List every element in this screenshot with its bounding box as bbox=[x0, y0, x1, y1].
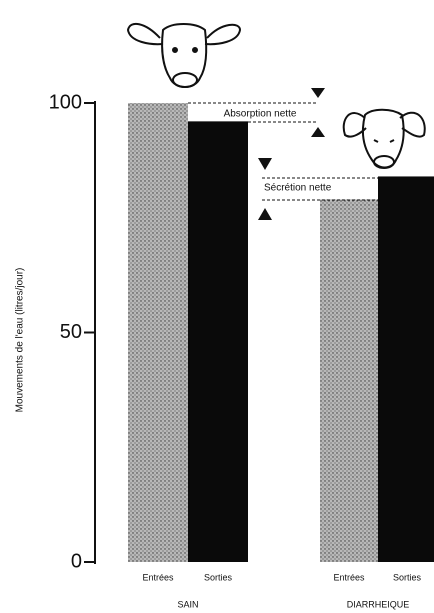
bar-label: Sorties bbox=[393, 572, 422, 582]
bar bbox=[188, 121, 248, 562]
cow-head-sick bbox=[344, 110, 425, 168]
chart: Mouvements de l'eau (litres/jour) 0 50 100… bbox=[0, 0, 434, 613]
bar-label: Sorties bbox=[204, 572, 233, 582]
annotation: Absorption nette bbox=[224, 109, 297, 120]
bar bbox=[378, 176, 434, 562]
x-tick-label: SAIN bbox=[177, 599, 198, 609]
y-tick-label: 100 bbox=[49, 91, 82, 113]
cow-head-healthy bbox=[128, 24, 240, 87]
bar-texture bbox=[128, 103, 188, 562]
annotation: Sécrétion nette bbox=[264, 183, 332, 194]
x-tick-label: DIARRHEIQUE bbox=[347, 599, 410, 609]
bar-label: Entrées bbox=[333, 572, 365, 582]
y-axis-label: Mouvements de l'eau (litres/jour) bbox=[15, 268, 26, 413]
y-tick-label: 0 bbox=[71, 550, 82, 572]
bar-texture bbox=[320, 199, 378, 562]
bar-label: Entrées bbox=[142, 572, 174, 582]
plot-area: 0 50 100 Entrées Sorties SAIN Entrées Sorties DI… bbox=[49, 91, 434, 609]
y-tick-label: 50 bbox=[60, 321, 82, 343]
